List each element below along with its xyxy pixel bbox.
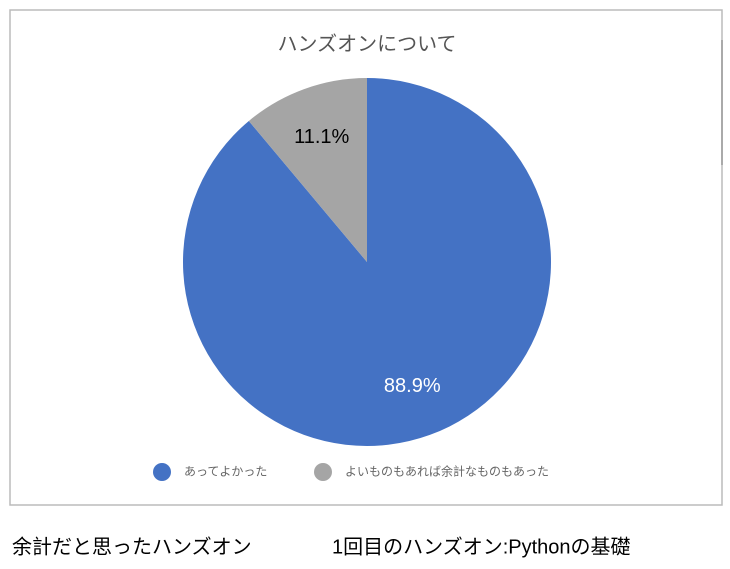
- value-label: 11.1%: [294, 126, 349, 148]
- legend-label: よいものもあれば余計なものもあった: [345, 464, 549, 479]
- legend-label: あってよかった: [184, 465, 267, 479]
- value-label: 88.9%: [384, 375, 441, 397]
- legend-marker: [314, 463, 332, 481]
- caption-right: 1回目のハンズオン:Pythonの基礎: [332, 535, 631, 558]
- chart-title: ハンズオンについて: [278, 32, 457, 56]
- legend-marker: [153, 463, 171, 481]
- pie-slice: [248, 78, 367, 262]
- caption-left: 余計だと思ったハンズオン: [12, 535, 252, 558]
